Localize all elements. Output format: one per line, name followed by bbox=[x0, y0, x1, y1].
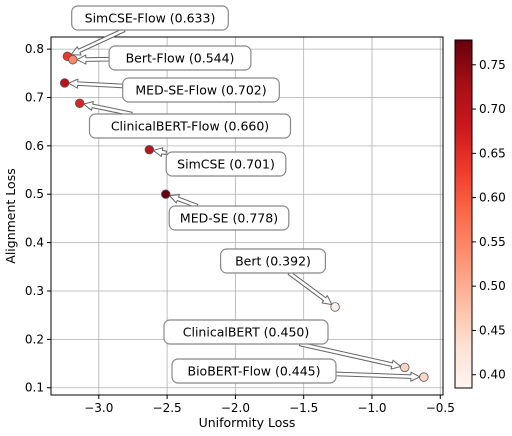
y-tick-label: 0.4 bbox=[25, 236, 44, 250]
colorbar-tick-label: 0.50 bbox=[479, 279, 506, 293]
x-tick-label: −1.0 bbox=[357, 401, 386, 415]
annotation-arrow bbox=[298, 341, 402, 370]
annotation-arrow bbox=[152, 147, 168, 158]
annotation-box bbox=[108, 45, 252, 71]
colorbar-tick-label: 0.70 bbox=[479, 102, 506, 116]
y-tick-label: 0.8 bbox=[25, 42, 44, 56]
annotation-arrow bbox=[68, 78, 124, 89]
colorbar-ticks: 0.40 0.45 0.50 0.55 0.60 0.65 0.70 0.75 bbox=[472, 58, 506, 382]
y-tick-label: 0.7 bbox=[25, 90, 44, 104]
annotation-box bbox=[71, 5, 229, 31]
annotation-arrow bbox=[76, 54, 110, 65]
point-label: ClinicalBERT (0.450) bbox=[183, 325, 309, 340]
point-label: MED-SE (0.778) bbox=[180, 211, 278, 226]
data-point bbox=[400, 362, 410, 373]
annotation-arrow bbox=[335, 371, 421, 382]
y-axis-label: Alignment Loss bbox=[3, 168, 18, 263]
point-label: Bert (0.392) bbox=[235, 254, 311, 269]
x-tick-label: −2.0 bbox=[221, 401, 250, 415]
annotation-box bbox=[171, 358, 337, 384]
annotation-box bbox=[122, 77, 280, 103]
point-label: SimCSE-Flow (0.633) bbox=[85, 11, 216, 26]
data-point bbox=[144, 145, 155, 155]
point-label: ClinicalBERT-Flow (0.660) bbox=[111, 119, 269, 134]
y-tick-label: 0.6 bbox=[25, 139, 44, 153]
annotation-box bbox=[163, 319, 329, 345]
plot-area bbox=[50, 36, 444, 396]
colorbar-tick-label: 0.65 bbox=[479, 146, 506, 160]
data-points bbox=[59, 51, 429, 382]
annotation-arrow bbox=[287, 271, 333, 306]
annotation-box bbox=[168, 205, 290, 231]
y-tick-label: 0.2 bbox=[25, 332, 44, 346]
data-point bbox=[161, 189, 171, 199]
y-tick-label: 0.5 bbox=[25, 187, 44, 201]
x-axis-label: Uniformity Loss bbox=[199, 415, 296, 430]
point-label: MED-SE-Flow (0.702) bbox=[135, 83, 266, 98]
colorbar-tick-label: 0.45 bbox=[479, 323, 506, 337]
x-tick-label: −1.5 bbox=[289, 401, 318, 415]
annotation-box bbox=[88, 113, 292, 139]
point-label: Bert-Flow (0.544) bbox=[126, 51, 235, 66]
annotation-box bbox=[165, 151, 287, 177]
point-label: BioBERT-Flow (0.445) bbox=[188, 364, 321, 379]
point-label: SimCSE (0.701) bbox=[177, 157, 275, 172]
data-point bbox=[330, 302, 340, 312]
colorbar-tick-label: 0.40 bbox=[479, 368, 506, 382]
colorbar-tick-label: 0.55 bbox=[479, 235, 506, 249]
data-point bbox=[419, 372, 429, 382]
y-tick-label: 0.3 bbox=[25, 284, 44, 298]
x-tick-label: −2.5 bbox=[153, 401, 182, 415]
y-tick-label: 0.1 bbox=[25, 381, 44, 395]
axis-ticks: −3.0 −2.5 −2.0 −1.5 −1.0 −0.5 0.1 0.2 0.3 0.4 0.5 0… bbox=[25, 42, 455, 415]
annotation-box bbox=[220, 248, 327, 274]
annotation-arrow bbox=[70, 27, 126, 56]
data-point bbox=[59, 78, 70, 88]
annotation-labels: SimCSE-Flow (0.633) Bert-Flow (0.544) MED-… bbox=[71, 5, 337, 384]
data-point bbox=[68, 55, 78, 65]
colorbar-tick-label: 0.75 bbox=[479, 58, 506, 72]
data-point bbox=[74, 98, 85, 108]
x-tick-label: −0.5 bbox=[426, 401, 455, 415]
colorbar-tick-label: 0.60 bbox=[479, 191, 506, 205]
x-tick-label: −3.0 bbox=[84, 401, 113, 415]
colorbar bbox=[454, 39, 473, 389]
